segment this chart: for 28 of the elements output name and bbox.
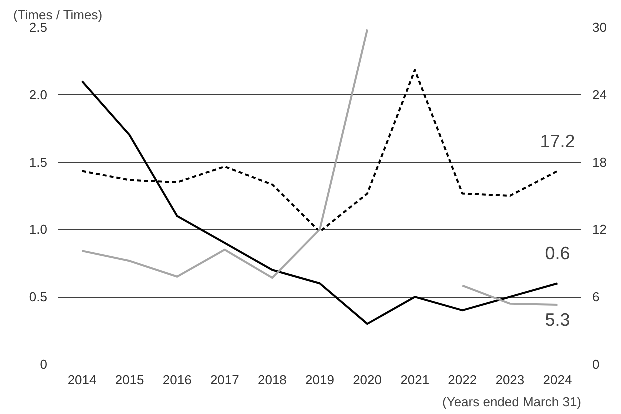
data-label: 0.6	[545, 244, 570, 264]
data-label: 5.3	[545, 310, 570, 330]
x-tick-label: 2017	[210, 372, 240, 388]
x-tick-label: 2020	[353, 372, 382, 388]
x-tick-label: 2018	[258, 372, 287, 388]
y2-tick-label: 0	[592, 357, 600, 372]
data-label: 17.2	[540, 131, 576, 152]
y2-tick-label: 12	[592, 222, 607, 238]
y-tick-label: 0.5	[29, 290, 48, 305]
y-tick-label: 1.5	[29, 154, 48, 170]
y-tick-label: 2.5	[29, 20, 48, 35]
x-tick-label: 2024	[543, 372, 572, 388]
y-tick-label: 0	[40, 357, 48, 372]
y2-tick-label: 30	[592, 20, 607, 35]
y2-tick-label: 18	[592, 154, 607, 170]
text: (Years ended March 31)	[442, 394, 582, 410]
y-tick-label: 1.0	[29, 222, 48, 238]
x-tick-label: 2014	[68, 372, 97, 388]
x-tick-label: 2015	[115, 372, 144, 388]
y2-tick-label: 6	[592, 290, 600, 305]
x-tick-label: 2022	[448, 372, 478, 388]
y-tick-label: 2.0	[29, 87, 48, 102]
x-tick-label: 2016	[162, 372, 192, 388]
x-tick-label: 2021	[400, 372, 430, 388]
y2-tick-label: 24	[592, 87, 607, 102]
x-tick-label: 2019	[306, 372, 334, 388]
y-axis-title: (Times / Times)	[14, 8, 103, 22]
x-tick-label: 2023	[496, 372, 525, 388]
